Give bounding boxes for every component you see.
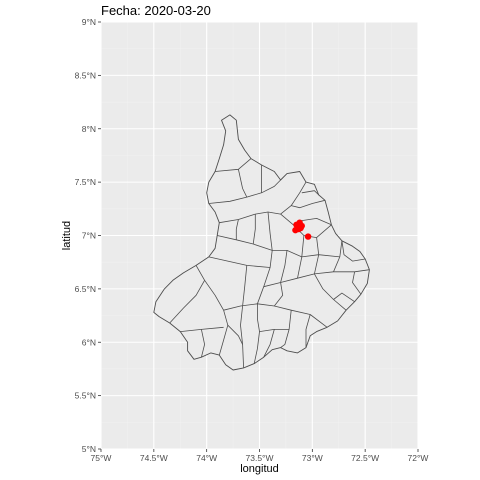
y-tick-label: 8.5°N — [75, 70, 96, 80]
municipality-boundary — [252, 214, 256, 245]
x-tick-label: 73°W — [302, 453, 323, 463]
y-axis-label: latitud — [61, 221, 73, 250]
department-outline — [153, 114, 370, 371]
municipality-boundary — [227, 324, 243, 345]
y-tick-label: 5°N — [82, 444, 96, 454]
y-tick-label: 5.5°N — [75, 391, 96, 401]
x-tick-label: 75°W — [91, 453, 112, 463]
x-tick-label: 72°W — [408, 453, 429, 463]
y-tick-label: 8°N — [82, 124, 96, 134]
y-tick-label: 6°N — [82, 337, 96, 347]
y-tick-label: 7°N — [82, 231, 96, 241]
x-tick-label: 74°W — [196, 453, 217, 463]
x-tick-label: 72.5°W — [351, 453, 379, 463]
municipality-boundary — [238, 169, 248, 198]
municipality-boundary — [280, 310, 292, 348]
municipality-boundary — [280, 250, 288, 283]
y-axis: 5°N 5.5°N 6°N 6.5°N 7°N 7.5°N 8°N 8.5°N 9°N — [75, 17, 101, 454]
y-tick-label: 9°N — [82, 17, 96, 27]
case-point — [295, 225, 302, 233]
municipality-boundary — [341, 240, 366, 262]
department-map — [153, 114, 370, 371]
municipality-boundary — [273, 282, 284, 307]
municipality-boundary — [272, 250, 340, 258]
municipality-boundary — [208, 256, 271, 268]
municipality-boundary — [257, 211, 273, 304]
municipality-boundary — [333, 292, 355, 303]
municipality-boundary — [235, 219, 239, 240]
x-tick-label: 73.5°W — [246, 453, 274, 463]
municipality-boundary — [217, 235, 273, 251]
municipality-boundary — [352, 271, 362, 295]
municipality-boundary — [291, 199, 326, 209]
municipality-boundary — [301, 190, 319, 196]
municipality-boundary — [305, 314, 311, 348]
y-tick-label: 6.5°N — [75, 284, 96, 294]
x-tick-label: 74.5°W — [140, 453, 168, 463]
case-point — [304, 233, 312, 240]
municipality-boundary — [240, 265, 248, 368]
x-axis: 75°W 74.5°W 74°W 73.5°W 73°W 72.5°W 72°W — [91, 449, 429, 463]
y-tick-label: 7.5°N — [75, 177, 96, 187]
plot-title: Fecha: 2020-03-20 — [101, 3, 211, 18]
x-axis-label: longitud — [240, 463, 279, 475]
municipality-boundary — [201, 329, 205, 358]
municipality-boundary — [169, 280, 205, 324]
municipality-boundary — [280, 181, 307, 215]
case-points — [292, 219, 312, 240]
municipality-boundary — [314, 273, 347, 311]
municipality-boundary — [208, 179, 281, 204]
municipality-boundary — [263, 329, 275, 358]
